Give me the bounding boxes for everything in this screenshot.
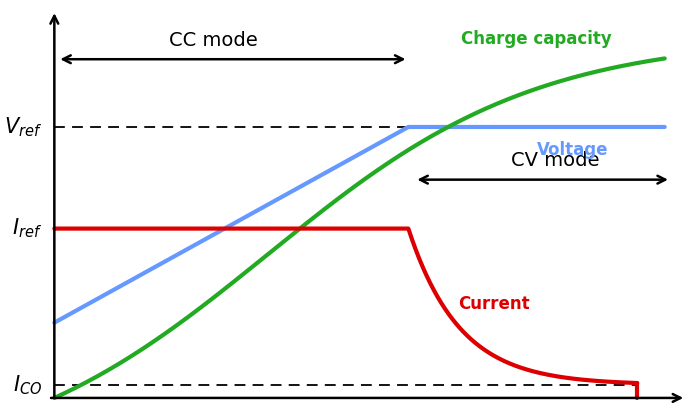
Text: Charge capacity: Charge capacity: [461, 30, 612, 47]
Text: $I_{ref}$: $I_{ref}$: [12, 217, 42, 240]
Text: Voltage: Voltage: [537, 140, 609, 159]
Text: $V_{ref}$: $V_{ref}$: [4, 115, 42, 139]
Text: CV mode: CV mode: [511, 151, 599, 170]
Text: Current: Current: [458, 295, 530, 313]
Text: $I_{CO}$: $I_{CO}$: [13, 373, 42, 397]
Text: CC mode: CC mode: [170, 31, 258, 50]
